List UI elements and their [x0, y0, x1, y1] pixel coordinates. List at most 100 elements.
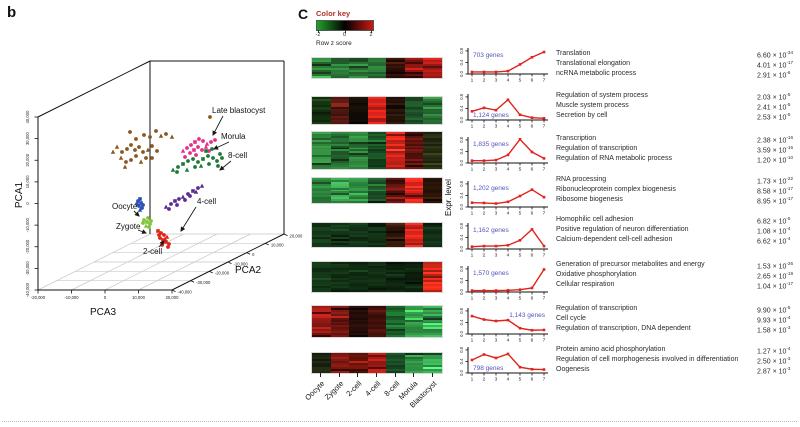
heatmap-cell	[404, 64, 424, 66]
heatmap-cell	[404, 116, 424, 119]
data-point-8-cell	[210, 147, 214, 151]
heatmap-cell	[312, 181, 331, 184]
heatmap-cell	[330, 235, 350, 237]
heatmap-cell	[367, 114, 387, 117]
expr-profile-point	[506, 153, 510, 157]
heatmap-cell	[386, 147, 405, 150]
heatmap-cell	[404, 112, 424, 115]
heatmap-cell	[404, 363, 424, 365]
heatmap-cell	[423, 270, 443, 272]
plot-x-tick-label: 2	[483, 338, 486, 344]
heatmap-cell	[423, 239, 443, 241]
expr-profile-point	[518, 365, 522, 369]
plot-x-tick-label: 5	[519, 377, 522, 383]
heatmap-cell	[386, 278, 405, 280]
heatmap-cell	[312, 139, 331, 142]
heatmap-cell	[367, 239, 387, 241]
go-pvalue-exponent: -3	[786, 366, 791, 371]
heatmap-cell	[349, 112, 368, 115]
go-term-line: Transcription 2.38 × 10-16	[556, 135, 800, 145]
heatmap-column	[386, 58, 405, 78]
data-point-4-cell	[180, 194, 186, 199]
go-pvalue: 9.90 × 10-5	[757, 305, 791, 315]
heatmap-cell	[404, 315, 424, 318]
plot-x-tick-label: 7	[543, 124, 546, 130]
plot-x-tick-label: 3	[495, 338, 498, 344]
data-point-late-blastocyst	[144, 156, 148, 160]
heatmap-cell	[367, 371, 387, 373]
heatmap-cell	[423, 355, 443, 357]
heatmap-cell	[367, 108, 387, 111]
heatmap-cell	[423, 155, 443, 158]
heatmap-cell	[349, 199, 368, 202]
heatmap-cell	[349, 327, 368, 330]
heatmap-cell	[404, 264, 424, 266]
heatmap-cell	[349, 223, 368, 225]
expr-profile-point	[482, 201, 486, 205]
heatmap-cell	[404, 290, 424, 292]
data-point-8-cell	[176, 165, 180, 169]
heatmap-cell	[330, 72, 350, 74]
heatmap-column	[404, 97, 424, 124]
data-point-8-cell	[201, 157, 205, 161]
heatmap-cell	[349, 359, 368, 361]
heatmap-cell	[423, 371, 443, 373]
heatmap-cell	[312, 110, 331, 113]
heatmap-cell	[423, 227, 443, 229]
plot-x-tick-label: 7	[543, 167, 546, 173]
data-point-4-cell	[177, 197, 181, 201]
heatmap-cell	[330, 306, 350, 308]
heatmap-cell	[404, 233, 424, 235]
heatmap-cell	[349, 133, 368, 136]
heatmap-cell	[349, 141, 368, 144]
data-point-8-cell	[175, 170, 179, 174]
plot-y-tick-label: 0.0	[459, 288, 464, 294]
pca2-axis-label: PCA2	[235, 265, 262, 276]
go-pvalue-exponent: -17	[786, 186, 794, 191]
data-point-8-cell	[215, 159, 219, 163]
heatmap-cell	[386, 74, 405, 76]
heatmap-cell	[404, 185, 424, 188]
heatmap-cell	[367, 323, 387, 326]
heatmap-cell	[404, 181, 424, 184]
heatmap-cell	[330, 112, 350, 115]
pca2-axis-tick	[171, 289, 176, 292]
heatmap-column	[386, 353, 405, 373]
heatmap-cell	[423, 58, 443, 60]
heatmap-cell	[330, 262, 350, 264]
heatmap-cell	[312, 325, 331, 328]
heatmap-cell	[404, 157, 424, 160]
heatmap-cell	[312, 327, 331, 330]
heatmap-cell	[330, 270, 350, 272]
expr-profile-plot: 0.0 0.4 0.8 1 2 3 4 5 6 7 1,835 genes	[459, 136, 548, 173]
heatmap-cell	[423, 333, 443, 336]
heatmap-cell	[312, 369, 331, 371]
heatmap-cell	[423, 315, 443, 318]
heatmap-cell	[349, 357, 368, 359]
heatmap-cell	[330, 141, 350, 144]
heatmap-cell	[312, 329, 331, 332]
heatmap-cell	[312, 164, 331, 167]
data-point-8-cell	[184, 167, 190, 172]
heatmap-cell	[330, 335, 350, 337]
heatmap-cell	[423, 317, 443, 320]
heatmap-cell	[349, 110, 368, 113]
data-point-morula	[196, 145, 200, 149]
pca2-tick-label: 10,000	[271, 243, 284, 248]
heatmap-cell	[330, 290, 350, 292]
heatmap-cell	[312, 367, 331, 369]
expr-profile-point	[482, 289, 486, 292]
heatmap-cell	[312, 286, 331, 288]
heatmap-cell	[330, 153, 350, 156]
cluster-label-2-cell: 2-cell	[143, 247, 162, 256]
data-point-4-cell	[173, 199, 177, 203]
heatmap-cell	[330, 359, 350, 361]
data-point-2-cell	[162, 233, 166, 237]
heatmap-cell	[386, 137, 405, 140]
heatmap-cell	[423, 121, 443, 124]
heatmap-cell	[312, 70, 331, 72]
go-term: Positive regulation of neuron differenti…	[556, 226, 689, 233]
heatmap-cell	[367, 321, 387, 324]
plot-y-tick-label: 0.8	[459, 136, 464, 142]
heatmap-cell	[404, 321, 424, 324]
